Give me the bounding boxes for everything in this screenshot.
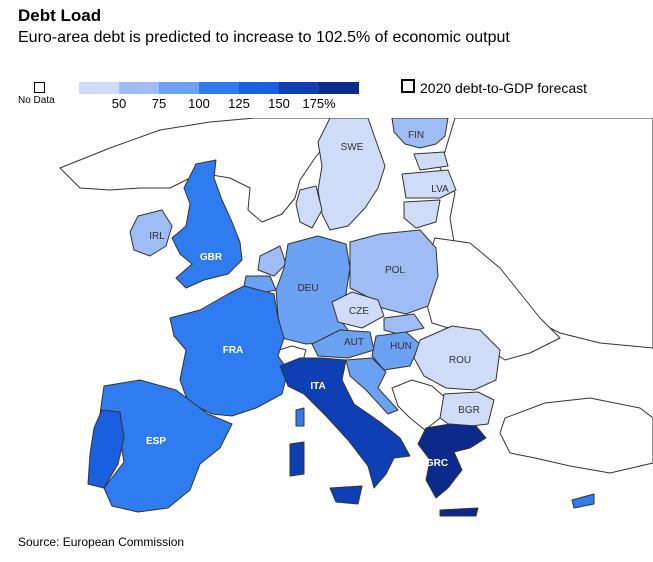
map-region-italy (279, 357, 411, 489)
map-region-estonia (413, 151, 449, 171)
map-region-bulgaria (439, 391, 495, 429)
map-region-crete (439, 507, 479, 517)
map-region-romania (413, 325, 501, 391)
map-region-finland (391, 118, 449, 149)
map-region-greece (417, 423, 487, 499)
map-region-sweden (317, 118, 386, 231)
map-label-fin: FIN (408, 130, 424, 141)
scale-segment (159, 82, 199, 94)
chart-subtitle: Euro-area debt is predicted to increase … (18, 29, 510, 46)
scale-tick-label: 125 (228, 96, 250, 111)
map-region-turkey (499, 397, 653, 474)
chart-title: Debt Load (18, 6, 102, 25)
map-region-sardinia (289, 441, 305, 477)
map-region-france (169, 285, 289, 417)
scale-tick-label: 175% (302, 96, 336, 111)
map-region-cyprus (571, 493, 595, 509)
map-region-corsica (295, 407, 305, 427)
map-region-slovakia (383, 313, 425, 335)
scale-segment (319, 82, 359, 94)
map-label-aut: AUT (344, 337, 364, 348)
scale-segment (79, 82, 119, 94)
map-region-latvia (401, 169, 457, 199)
scale-segment (199, 82, 239, 94)
map-region-united-kingdom (171, 159, 243, 289)
no-data-label: No Data (18, 95, 55, 106)
map-region-czechia (331, 291, 385, 329)
map-region-balkans (391, 379, 449, 431)
map-region-slovenia-croatia (345, 357, 399, 415)
europe-map: FIN SWE LVA IRL GBR POL DEU CZE AUT HUN … (59, 118, 653, 517)
map-label-irl: IRL (149, 231, 165, 242)
map-label-lva: LVA (431, 184, 449, 195)
scale-segment (239, 82, 279, 94)
map-label-bgr: BGR (458, 405, 480, 416)
map-region-denmark (295, 185, 323, 229)
scale-ticks: 50 75 100 125 150 175% (79, 96, 360, 112)
map-label-hun: HUN (390, 341, 412, 352)
scale-segment (119, 82, 159, 94)
scale-segment (279, 82, 319, 94)
map-label-ita: ITA (310, 381, 325, 392)
map-label-deu: DEU (297, 283, 318, 294)
forecast-swatch (401, 79, 415, 93)
map-label-rou: ROU (449, 355, 471, 366)
map-region-hungary (371, 331, 421, 371)
scale-tick-label: 150 (268, 96, 290, 111)
scale-tick-label: 100 (188, 96, 210, 111)
map-region-sicily (329, 485, 363, 505)
color-scale (79, 82, 359, 94)
map-label-fra: FRA (223, 345, 244, 356)
map-region-lithuania (403, 199, 441, 229)
map-region-poland (349, 229, 439, 315)
no-data-swatch (34, 82, 45, 93)
scale-tick-label: 50 (111, 96, 127, 111)
map-label-pol: POL (385, 265, 405, 276)
map-label-gbr: GBR (200, 252, 223, 263)
map-label-esp: ESP (146, 436, 166, 447)
map-label-cze: CZE (349, 306, 369, 317)
map-label-grc: GRC (426, 458, 448, 469)
source-note: Source: European Commission (18, 535, 185, 549)
map-region-portugal (87, 409, 125, 489)
map-region-netherlands (257, 245, 287, 277)
map-label-swe: SWE (341, 142, 364, 153)
forecast-label: 2020 debt-to-GDP forecast (420, 80, 588, 96)
scale-tick-label: 75 (151, 96, 167, 111)
map-region-ireland (129, 209, 173, 257)
